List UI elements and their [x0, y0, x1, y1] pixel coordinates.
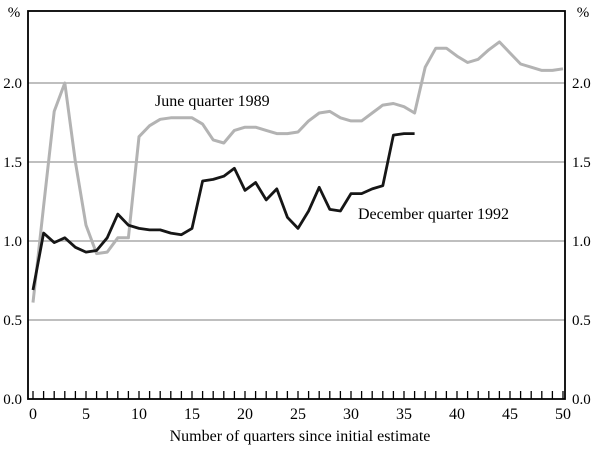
- y-tick-label-right: 1.0: [572, 234, 591, 250]
- x-tick-label: 20: [237, 406, 253, 423]
- x-tick-label: 25: [290, 406, 306, 423]
- percent-symbol-left: %: [8, 5, 21, 21]
- y-tick-label-left: 1.0: [3, 234, 22, 250]
- plot-border: [27, 10, 566, 400]
- x-tick-label: 50: [555, 406, 571, 423]
- y-tick-label-left: 0.0: [3, 392, 22, 408]
- x-tick-label: 35: [396, 406, 412, 423]
- x-tick-label: 5: [82, 406, 90, 423]
- percent-symbol-right: %: [577, 5, 590, 21]
- series-label-june-quarter-1989: June quarter 1989: [155, 93, 270, 110]
- y-tick-label-left: 1.5: [3, 155, 22, 171]
- x-tick-label: 45: [502, 406, 518, 423]
- x-tick-label: 10: [131, 406, 147, 423]
- series-line-june-quarter-1989: [31, 40, 564, 303]
- x-tick-label: 30: [343, 406, 359, 423]
- series-label-december-quarter-1992: December quarter 1992: [358, 206, 509, 223]
- x-tick-label: 15: [184, 406, 200, 423]
- y-tick-label-right: 1.5: [572, 155, 591, 171]
- y-tick-label-right: 0.5: [572, 313, 591, 329]
- x-tick-label: 40: [449, 406, 465, 423]
- y-tick-label-left: 0.5: [3, 313, 22, 329]
- y-tick-label-right: 0.0: [572, 392, 591, 408]
- y-tick-label-right: 2.0: [572, 76, 591, 92]
- series-line-december-quarter-1992: [31, 132, 415, 291]
- x-tick-label: 0: [29, 406, 37, 423]
- x-axis-caption: Number of quarters since initial estimat…: [170, 428, 431, 445]
- y-tick-label-left: 2.0: [3, 76, 22, 92]
